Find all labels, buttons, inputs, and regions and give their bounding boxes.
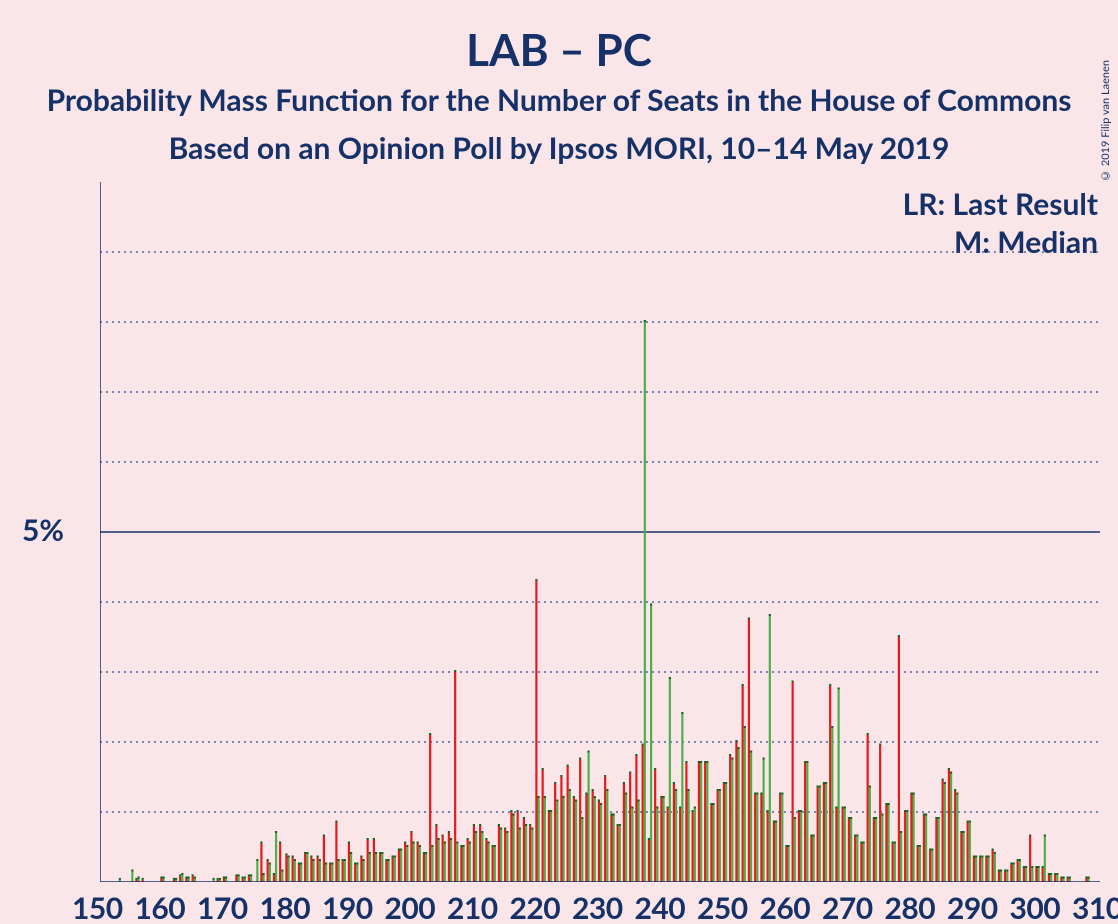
chart-title: LAB – PC (0, 24, 1118, 76)
x-tick-label: 170 (197, 890, 248, 924)
x-tick-label: 180 (260, 890, 311, 924)
x-tick-label: 300 (1010, 890, 1061, 924)
x-tick-label: 150 (72, 890, 123, 924)
x-tick-label: 190 (322, 890, 373, 924)
chart-subtitle-1: Probability Mass Function for the Number… (0, 82, 1118, 118)
x-tick-label: 290 (947, 890, 998, 924)
x-tick-label: 310 (1072, 890, 1118, 924)
y-axis-tick-label: 5% (22, 512, 64, 548)
x-tick-label: 220 (510, 890, 561, 924)
x-tick-label: 250 (697, 890, 748, 924)
x-tick-label: 270 (822, 890, 873, 924)
x-tick-label: 200 (385, 890, 436, 924)
x-tick-label: 160 (135, 890, 186, 924)
x-tick-label: 240 (635, 890, 686, 924)
plot-area (100, 182, 1100, 882)
x-tick-label: 280 (885, 890, 936, 924)
x-axis-tick-labels: 1501601701801902002102202302402502602702… (100, 890, 1118, 924)
x-tick-label: 210 (447, 890, 498, 924)
chart-root: LAB – PC Probability Mass Function for t… (0, 0, 1118, 924)
copyright-label: © 2019 Filip van Laenen (1099, 60, 1112, 182)
x-tick-label: 230 (572, 890, 623, 924)
chart-subtitle-2: Based on an Opinion Poll by Ipsos MORI, … (0, 130, 1118, 166)
x-tick-label: 260 (760, 890, 811, 924)
